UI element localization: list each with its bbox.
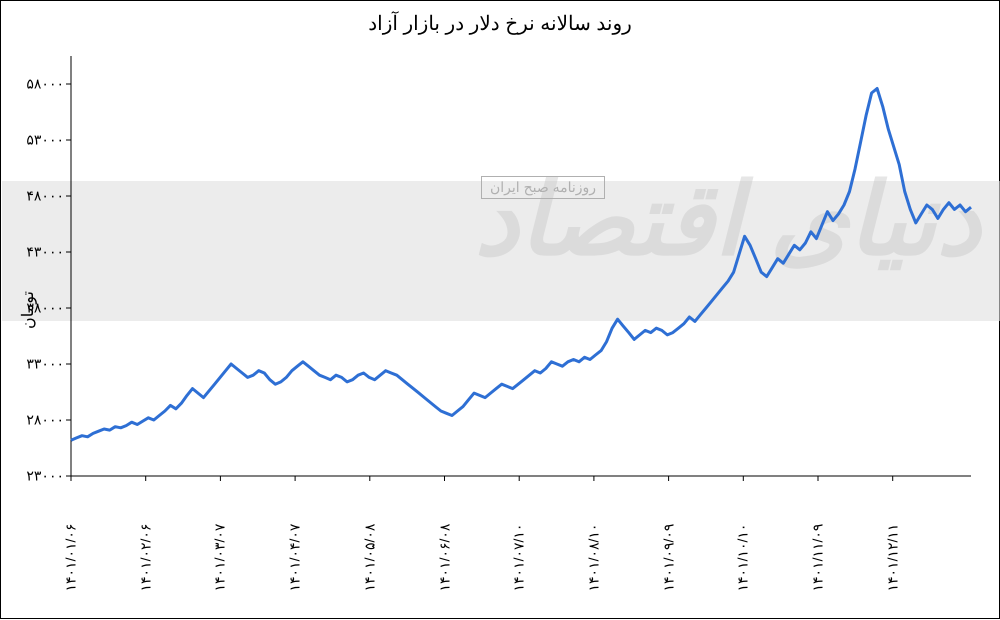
chart-container: روند سالانه نرخ دلار در بازار آزاد دنیای… [0,0,1000,619]
plot-svg [1,1,1000,620]
price-line [71,89,971,441]
